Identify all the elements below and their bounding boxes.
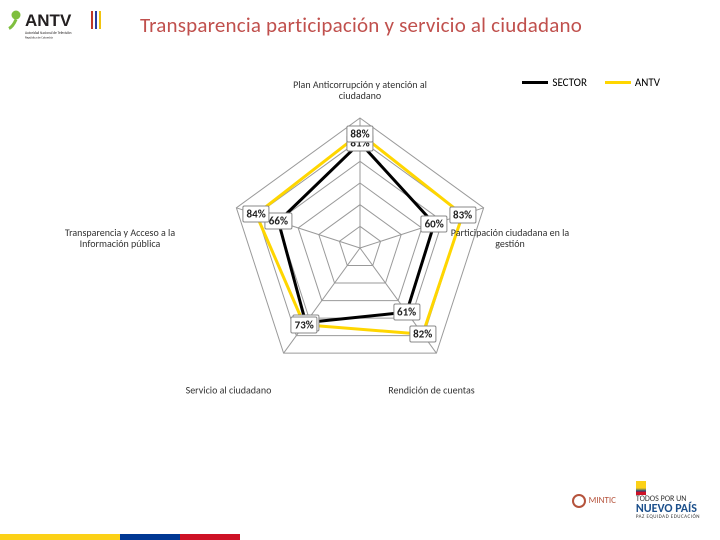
antv-logo: ANTV Autoridad Nacional de Televisión Re… [6, 6, 116, 51]
svg-text:Autoridad Nacional de Televisi: Autoridad Nacional de Televisión [25, 31, 72, 35]
svg-text:República de Colombia: República de Colombia [25, 36, 53, 40]
footer-stripe [0, 534, 720, 540]
axis-label: Rendición de cuentas [372, 385, 492, 396]
value-label: 61% [393, 304, 420, 321]
flag-icon [636, 481, 646, 495]
legend-antv: ANTV [605, 76, 660, 89]
page-title: Transparencia participación y servicio a… [140, 12, 582, 38]
axis-label: Plan Anticorrupción y atención alciudada… [280, 79, 440, 101]
radar-chart: Plan Anticorrupción y atención alciudada… [110, 58, 610, 428]
nuevo-pais-logo: TODOS POR UN NUEVO PAÍS PAZ EQUIDAD EDUC… [636, 481, 700, 520]
value-label: 88% [346, 125, 373, 142]
value-label: 84% [243, 206, 270, 223]
axis-label: Servicio al ciudadano [169, 385, 289, 396]
slide: ANTV Autoridad Nacional de Televisión Re… [0, 0, 720, 540]
axis-label: Transparencia y Acceso a laInformación p… [45, 227, 195, 249]
value-label: 83% [449, 206, 476, 223]
mintic-icon [572, 494, 586, 508]
axis-label: Participación ciudadana en la gestión [435, 227, 585, 249]
footer-logos: MINTIC TODOS POR UN NUEVO PAÍS PAZ EQUID… [572, 481, 700, 520]
svg-text:ANTV: ANTV [25, 11, 72, 30]
mintic-logo: MINTIC [572, 494, 616, 508]
legend-antv-label: ANTV [635, 76, 660, 89]
value-label: 73% [291, 316, 318, 333]
value-label: 60% [421, 215, 448, 232]
nc-line3: PAZ EQUIDAD EDUCACIÓN [636, 515, 700, 520]
value-label: 82% [409, 326, 436, 343]
mintic-label: MINTIC [589, 495, 616, 506]
